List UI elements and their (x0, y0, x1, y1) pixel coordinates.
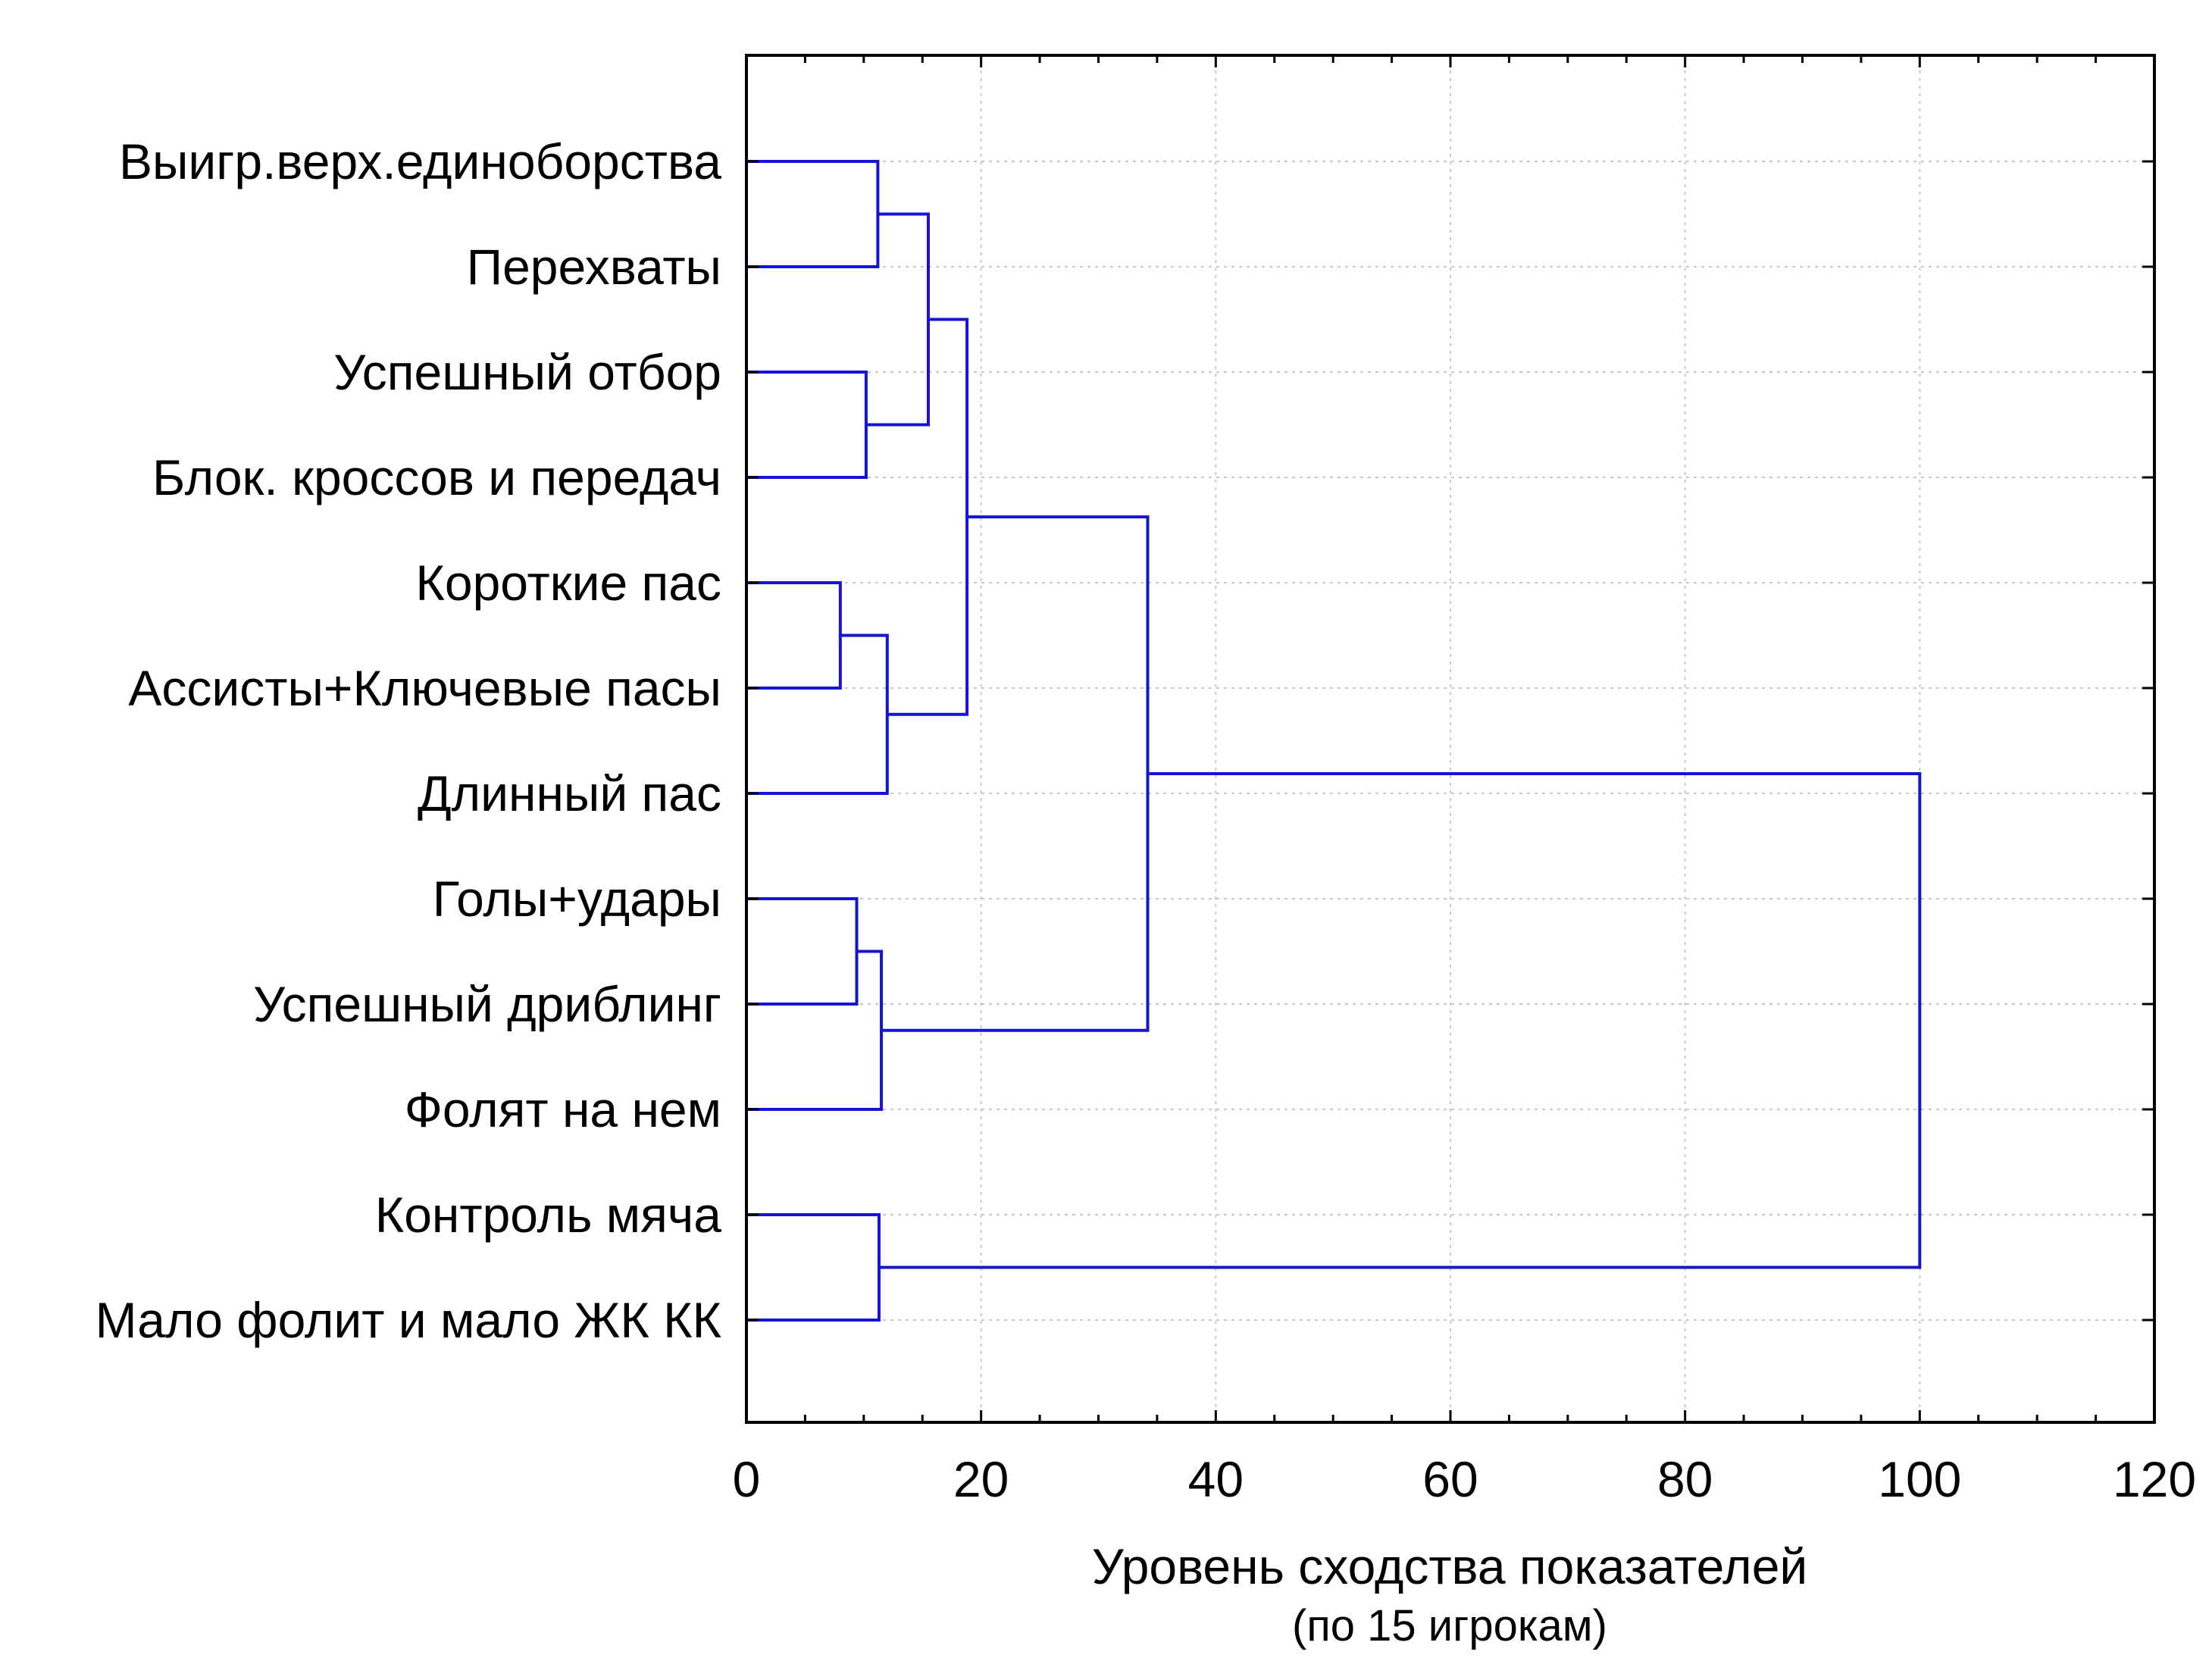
leaf-label: Блок. кроссов и передач (152, 449, 721, 505)
x-tick-labels: 0 20 40 60 80 100 120 (733, 1451, 2196, 1507)
dendrogram-link-n5 (746, 633, 889, 795)
leaf-labels: Выигр.верх.единоборства Перехваты Успешный… (95, 133, 722, 1348)
x-tick-label: 60 (1422, 1451, 1478, 1507)
x-tick-label: 100 (1878, 1451, 1961, 1507)
leaf-label: Мало фолит и мало ЖК КК (95, 1292, 722, 1348)
dendrogram-link-n3 (865, 212, 930, 427)
leaf-label: Фолят на нем (405, 1081, 721, 1137)
leaf-label: Ассисты+Ключевые пасы (128, 660, 721, 716)
dendrogram-link-n2 (746, 371, 868, 479)
dendrogram-link-n4 (746, 581, 842, 690)
x-tick-label: 40 (1188, 1451, 1244, 1507)
dendrogram-link-n1 (746, 160, 880, 268)
leaf-label: Перехваты (467, 239, 721, 295)
dendrogram-links (746, 160, 1922, 1322)
grid-lines (746, 55, 2154, 1422)
dendrogram-link-n11 (878, 771, 1922, 1269)
leaf-label: Успешный отбор (333, 344, 721, 400)
leaf-label: Голы+удары (433, 871, 721, 927)
leaf-label: Короткие пас (415, 555, 721, 611)
leaf-label: Выигр.верх.единоборства (119, 133, 721, 189)
x-tick-label: 20 (953, 1451, 1009, 1507)
x-tick-label: 0 (733, 1451, 761, 1507)
x-tick-label: 80 (1657, 1451, 1713, 1507)
leaf-label: Контроль мяча (375, 1187, 722, 1243)
x-tick-label: 120 (2113, 1451, 2196, 1507)
leaf-label: Успешный дриблинг (253, 976, 721, 1032)
x-axis-label: Уровень сходства показателей (1092, 1538, 1808, 1594)
axis-ticks (745, 55, 2156, 1422)
dendrogram-link-n8 (746, 949, 884, 1111)
leaf-label: Длинный пас (418, 765, 721, 821)
dendrogram-link-n10 (746, 1213, 881, 1322)
dendrogram-link-n7 (746, 897, 859, 1006)
x-axis-sublabel: (по 15 игрокам) (1292, 1601, 1607, 1650)
dendrogram-link-n9 (881, 515, 1150, 1032)
